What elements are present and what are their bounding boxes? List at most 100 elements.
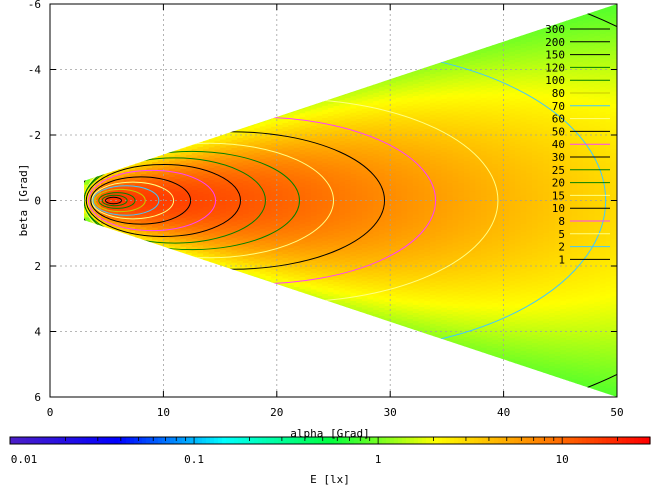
heatmap-cell — [248, 248, 255, 254]
heatmap-cell — [582, 76, 590, 82]
heatmap-cell — [424, 71, 431, 77]
heatmap-cell — [514, 291, 522, 297]
heatmap-cell — [118, 226, 125, 232]
heatmap-cell — [95, 201, 102, 207]
heatmap-cell — [401, 279, 408, 285]
heatmap-cell — [203, 231, 210, 236]
heatmap-cell — [565, 254, 573, 259]
heatmap-cell — [446, 150, 454, 155]
heatmap-cell — [514, 213, 522, 219]
heatmap-cell — [520, 359, 527, 364]
heatmap-cell — [276, 161, 284, 167]
heatmap-cell — [537, 275, 544, 281]
heatmap-cell — [293, 287, 301, 292]
heatmap-cell — [395, 298, 403, 303]
heatmap-cell — [463, 46, 471, 52]
heatmap-cell — [475, 165, 482, 171]
heatmap-cell — [537, 50, 544, 56]
heatmap-cell — [475, 329, 482, 334]
heatmap-cell — [197, 188, 204, 193]
heatmap-cell — [384, 93, 391, 98]
heatmap-cell — [571, 63, 578, 69]
heatmap-cell — [322, 220, 329, 225]
heatmap-cell — [452, 86, 459, 92]
heatmap-cell — [231, 250, 238, 256]
heatmap-cell — [582, 186, 590, 192]
heatmap-cell — [112, 183, 119, 189]
heatmap-cell — [594, 109, 601, 115]
heatmap-cell — [554, 265, 561, 271]
heatmap-cell — [305, 287, 312, 293]
heatmap-cell — [395, 253, 403, 258]
heatmap-cell — [271, 212, 278, 218]
heatmap-cell — [316, 238, 323, 244]
heatmap-cell — [582, 240, 590, 245]
heatmap-cell — [537, 83, 544, 88]
heatmap-cell — [276, 194, 284, 200]
heatmap-cell — [520, 277, 527, 282]
heatmap-cell — [469, 134, 476, 140]
heatmap-cell — [554, 319, 561, 324]
heatmap-cell — [446, 326, 454, 331]
heatmap-cell — [588, 271, 595, 276]
heatmap-cell — [282, 274, 289, 280]
heatmap-cell — [458, 257, 465, 262]
heatmap-cell — [526, 164, 533, 170]
heatmap-cell — [390, 185, 397, 191]
heatmap-cell — [452, 201, 459, 207]
heatmap-cell — [475, 255, 482, 261]
heatmap-cell — [424, 153, 431, 159]
heatmap-cell — [322, 273, 329, 279]
heatmap-cell — [480, 114, 488, 120]
heatmap-cell — [577, 197, 584, 202]
heatmap-cell — [305, 193, 312, 198]
heatmap-cell — [554, 204, 561, 210]
heatmap-cell — [503, 364, 510, 370]
heatmap-cell — [514, 254, 522, 260]
heatmap-cell — [373, 281, 380, 286]
heatmap-cell — [548, 378, 556, 384]
heatmap-cell — [288, 207, 295, 212]
heatmap-cell — [254, 255, 261, 260]
heatmap-cell — [384, 301, 391, 307]
heatmap-cell — [322, 183, 329, 189]
heatmap-cell — [344, 184, 352, 189]
heatmap-cell — [344, 311, 352, 316]
heatmap-cell — [327, 152, 335, 158]
heatmap-cell — [452, 222, 459, 227]
heatmap-cell — [475, 120, 482, 126]
heatmap-cell — [401, 128, 408, 134]
heatmap-cell — [486, 292, 493, 298]
heatmap-cell — [418, 184, 425, 189]
heatmap-cell — [310, 195, 318, 201]
heatmap-cell — [174, 216, 182, 221]
heatmap-cell — [157, 172, 164, 178]
heatmap-cell — [520, 60, 527, 65]
heatmap-cell — [191, 181, 199, 187]
heatmap-cell — [163, 215, 170, 221]
heatmap-cell — [276, 173, 284, 179]
heatmap-cell — [180, 165, 187, 170]
heatmap-cell — [395, 195, 403, 201]
heatmap-cell — [537, 152, 544, 158]
heatmap-cell — [577, 94, 584, 100]
heatmap-cell — [560, 100, 567, 106]
heatmap-cell — [526, 107, 533, 113]
heatmap-cell — [492, 323, 499, 329]
heatmap-cell — [412, 190, 420, 195]
heatmap-cell — [560, 108, 567, 114]
heatmap-cell — [577, 41, 584, 47]
heatmap-cell — [395, 171, 403, 176]
heatmap-cell — [356, 315, 363, 321]
heatmap-cell — [322, 158, 329, 164]
heatmap-cell — [203, 165, 210, 171]
heatmap-cell — [577, 278, 584, 284]
heatmap-cell — [174, 199, 182, 205]
heatmap-cell — [401, 79, 408, 85]
heatmap-cell — [548, 206, 556, 212]
heatmap-cell — [543, 73, 550, 78]
heatmap-cell — [509, 321, 516, 327]
heatmap-cell — [588, 328, 595, 334]
heatmap-cell — [480, 143, 488, 148]
heatmap-cell — [293, 213, 301, 219]
